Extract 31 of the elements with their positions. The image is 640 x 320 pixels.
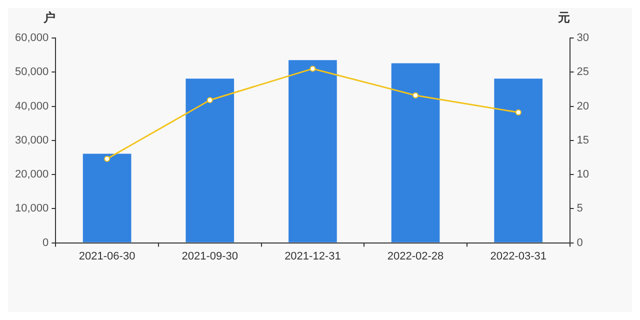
x-tick-label: 2022-03-31 <box>490 250 546 262</box>
point <box>412 92 419 98</box>
bar <box>494 78 543 242</box>
bar <box>82 154 132 242</box>
y-tick-label: 50,000 <box>14 66 49 78</box>
y-axis-title: 户 <box>42 10 56 24</box>
point <box>515 109 522 116</box>
y-tick-label: 0 <box>42 236 49 249</box>
x-tick-label: 2022-02-28 <box>387 250 444 262</box>
y2-tick-label: 20 <box>576 100 590 112</box>
bar <box>391 63 440 242</box>
x-tick-label: 2021-12-31 <box>284 250 341 262</box>
point <box>206 97 213 104</box>
bar <box>288 60 337 242</box>
y2-axis-title: 元 <box>556 10 570 24</box>
bar <box>186 78 234 242</box>
y-tick-label: 20,000 <box>14 168 49 181</box>
y2-tick-label: 0 <box>576 236 583 249</box>
y2-tick-label: 30 <box>576 32 590 44</box>
x-tick-label: 2021-09-30 <box>182 250 238 262</box>
y-tick-label: 60,000 <box>14 32 49 44</box>
x-tick-label: 2021-06-30 <box>78 250 136 262</box>
point <box>104 156 110 162</box>
y2-tick-label: 25 <box>576 66 590 78</box>
y-tick-label: 40,000 <box>14 100 49 112</box>
y-tick-label: 10,000 <box>14 202 49 215</box>
y2-tick-label: 10 <box>576 168 590 181</box>
point <box>310 66 316 72</box>
y2-tick-label: 5 <box>576 202 583 215</box>
y-tick-label: 30,000 <box>14 134 49 146</box>
y2-tick-label: 15 <box>576 134 590 146</box>
